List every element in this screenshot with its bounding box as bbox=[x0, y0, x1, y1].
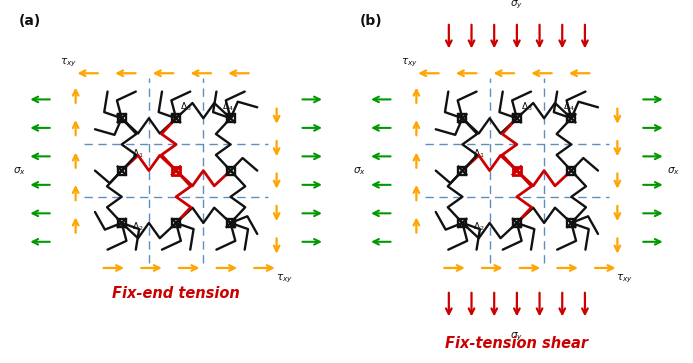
Text: $\tau_{xy}$: $\tau_{xy}$ bbox=[276, 272, 292, 285]
Text: $\Delta_4$: $\Delta_4$ bbox=[563, 101, 574, 113]
Text: Fix-tension shear: Fix-tension shear bbox=[446, 336, 588, 351]
Text: $\Delta_3$: $\Delta_3$ bbox=[180, 101, 192, 113]
Text: $\sigma_y$: $\sigma_y$ bbox=[511, 0, 523, 12]
Text: $\sigma_y$: $\sigma_y$ bbox=[511, 331, 523, 343]
Text: $\tau_{xy}$: $\tau_{xy}$ bbox=[401, 57, 417, 69]
Text: $\Delta_1$: $\Delta_1$ bbox=[132, 148, 144, 160]
Text: Fix-end tension: Fix-end tension bbox=[112, 286, 240, 301]
Text: $\Delta_2$: $\Delta_2$ bbox=[473, 221, 484, 233]
Text: $\tau_{xy}$: $\tau_{xy}$ bbox=[616, 272, 633, 285]
Text: $\Delta_3$: $\Delta_3$ bbox=[521, 101, 533, 113]
Text: $\Delta_1$: $\Delta_1$ bbox=[473, 148, 484, 160]
Text: (b): (b) bbox=[360, 13, 383, 28]
Text: $\Delta_2$: $\Delta_2$ bbox=[132, 221, 144, 233]
Text: (a): (a) bbox=[19, 13, 42, 28]
Text: $\Delta_4$: $\Delta_4$ bbox=[222, 101, 234, 113]
Text: $\sigma_x$: $\sigma_x$ bbox=[667, 165, 681, 176]
Text: $\sigma_x$: $\sigma_x$ bbox=[353, 165, 367, 176]
Text: $\tau_{xy}$: $\tau_{xy}$ bbox=[60, 57, 77, 69]
Text: $\sigma_x$: $\sigma_x$ bbox=[12, 165, 26, 176]
